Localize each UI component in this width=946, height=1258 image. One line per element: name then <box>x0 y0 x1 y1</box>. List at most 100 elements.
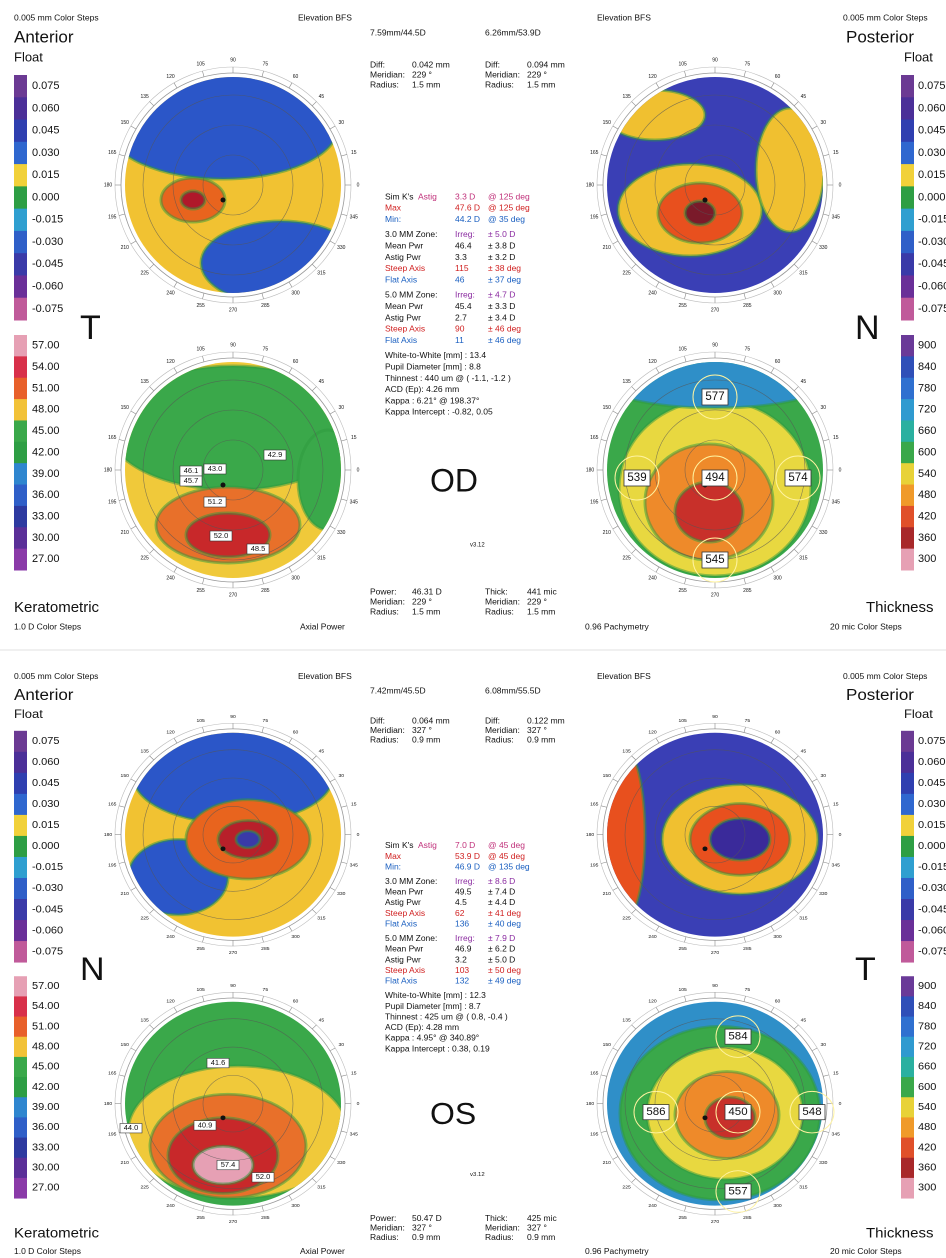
angle-tick <box>655 1195 660 1201</box>
info-text: 46 <box>455 274 465 284</box>
color-steps-label: 1.0 D Color Steps <box>14 1247 81 1256</box>
angle-label: 180 <box>104 467 113 473</box>
angle-label: 195 <box>590 215 599 221</box>
info-text: Flat Axis <box>385 335 417 345</box>
angle-label: 210 <box>603 1160 612 1166</box>
map-ring <box>202 154 264 216</box>
angle-label: 30 <box>820 1042 826 1048</box>
map-value-label: 48.5 <box>251 544 266 553</box>
pupil-center <box>220 197 226 203</box>
info-text: Kappa Intercept : 0.38, 0.19 <box>385 1045 490 1054</box>
map-value-label: 42.9 <box>268 450 283 459</box>
map-subtitle: Float <box>904 707 933 721</box>
colorbar-step <box>14 941 27 963</box>
angle-label: 330 <box>819 891 828 897</box>
angle-label: 150 <box>603 405 612 411</box>
angle-tick <box>261 726 264 733</box>
angle-label: 150 <box>121 120 130 126</box>
pupil-center <box>220 846 226 852</box>
angle-label: 210 <box>121 891 130 897</box>
colorbar-step <box>901 230 914 254</box>
colorbar-label: 0.015 <box>918 169 946 181</box>
angle-label: 165 <box>108 150 117 156</box>
colorbar-step <box>901 877 914 900</box>
value-box <box>701 551 729 569</box>
eye-label: OD <box>430 462 478 498</box>
angle-tick <box>202 1205 205 1212</box>
colorbar-label: 0.030 <box>918 147 946 159</box>
colorbar-label: 33.00 <box>32 1142 60 1154</box>
angle-tick <box>341 1074 348 1077</box>
angle-label: 0 <box>357 467 360 473</box>
angle-label: 315 <box>317 915 326 921</box>
angle-tick <box>202 936 205 943</box>
angle-label: 0 <box>357 1101 360 1107</box>
angle-tick <box>288 1007 293 1013</box>
angle-tick <box>823 861 830 864</box>
elevation-label: Elevation BFS <box>597 12 651 22</box>
colorbar-label: 540 <box>918 468 936 480</box>
colorbar-label: 42.00 <box>32 1081 60 1093</box>
info-text: 3.0 MM Zone: <box>385 229 437 239</box>
angle-label: 75 <box>745 62 751 68</box>
info-text: ACD (Ep): 4.26 mm <box>385 384 459 394</box>
map-ring <box>142 749 324 920</box>
angle-label: 255 <box>196 588 205 594</box>
angle-label: 60 <box>293 359 299 365</box>
colorbar-step <box>901 1177 914 1199</box>
colorbar-label: 840 <box>918 361 936 373</box>
info-text: ± 3.2 D <box>488 252 515 262</box>
colorbar-step <box>901 1016 914 1038</box>
angle-tick <box>612 1156 619 1160</box>
diff-text: 0.094 mm <box>527 59 565 69</box>
angle-label: 105 <box>678 718 687 724</box>
colorbar-step <box>901 1137 914 1159</box>
angle-label: 240 <box>166 1203 175 1209</box>
value-box <box>623 469 651 487</box>
info-text: @ 45 deg <box>488 852 525 861</box>
info-text: 11 <box>455 335 464 345</box>
angle-tick <box>684 293 687 300</box>
angle-label: 150 <box>121 1042 130 1048</box>
angle-tick <box>341 861 348 864</box>
angle-label: 225 <box>622 915 631 921</box>
angle-tick <box>793 1024 799 1030</box>
colorbar-step <box>901 835 914 858</box>
angle-tick <box>823 1074 830 1077</box>
colorbar-step <box>14 1177 27 1199</box>
angle-label: 180 <box>586 182 595 188</box>
info-text: 115 <box>455 263 469 273</box>
map-mode-label: Axial Power <box>300 1247 345 1256</box>
angle-label: 60 <box>775 730 781 736</box>
angle-label: 150 <box>121 405 130 411</box>
angle-label: 330 <box>819 1160 828 1166</box>
angle-label: 240 <box>648 934 657 940</box>
colorbar-step <box>14 751 27 774</box>
angle-label: 285 <box>743 588 752 594</box>
colorbar-step <box>14 1097 27 1118</box>
measure-text: 0.9 mm <box>527 1233 555 1242</box>
angle-label: 105 <box>678 62 687 68</box>
angle-label: 210 <box>603 245 612 251</box>
colorbar-label: -0.060 <box>32 925 63 937</box>
angle-label: 180 <box>104 1101 113 1107</box>
diff-text: 0.064 mm <box>412 717 450 726</box>
colorbar-label: 0.030 <box>32 147 60 159</box>
angle-label: 180 <box>586 467 595 473</box>
diff-text: Diff: <box>370 59 385 69</box>
angle-tick <box>329 410 336 415</box>
colorbar-step <box>901 976 914 997</box>
colorbar-step <box>901 856 914 879</box>
angle-label: 270 <box>711 1219 720 1225</box>
angle-tick <box>311 909 317 914</box>
colorbar-step <box>14 996 27 1018</box>
angle-label: 315 <box>799 271 808 277</box>
colorbar-label: 600 <box>918 446 936 458</box>
diff-text: 327 ° <box>527 726 547 735</box>
angle-tick <box>823 213 830 216</box>
angle-label: 135 <box>140 1018 149 1024</box>
angle-tick <box>823 805 830 808</box>
colorbar-label: 720 <box>918 1041 936 1053</box>
angle-label: 270 <box>711 592 720 598</box>
colorbar-step <box>14 1157 27 1179</box>
